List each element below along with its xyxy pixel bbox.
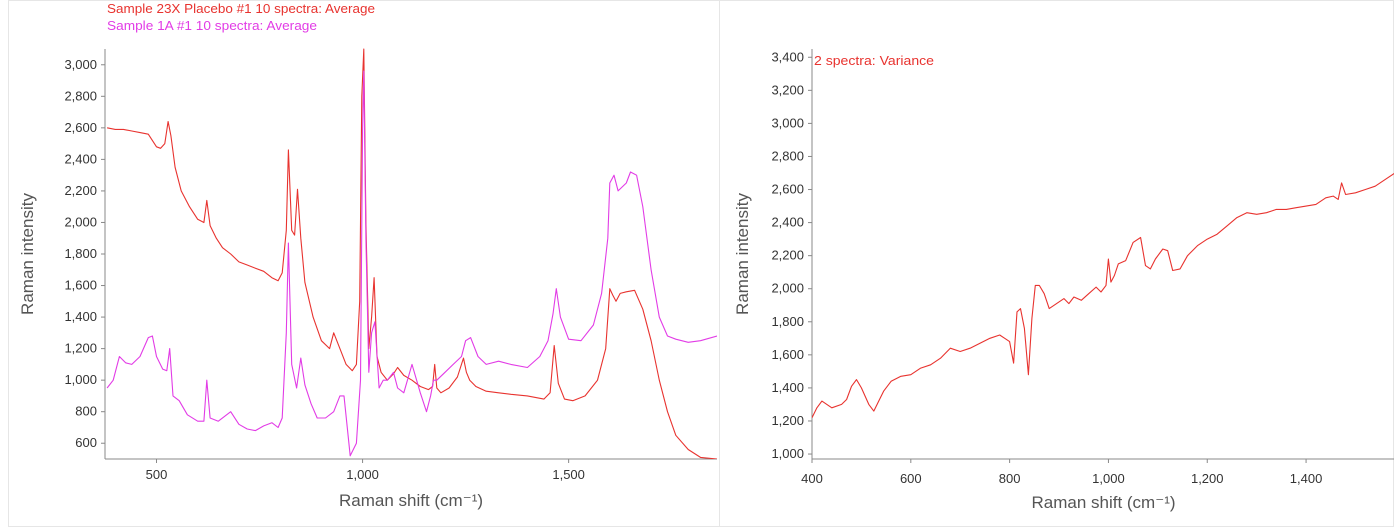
y-tick-label: 2,000 bbox=[771, 281, 804, 296]
y-tick-label: 1,800 bbox=[64, 246, 97, 261]
y-tick-label: 1,000 bbox=[64, 372, 97, 387]
series-line-1 bbox=[106, 70, 717, 457]
y-tick-label: 2,200 bbox=[64, 183, 97, 198]
x-tick-label: 1,200 bbox=[1191, 471, 1224, 486]
y-tick-label: 3,200 bbox=[771, 82, 804, 97]
y-axis-label: Raman intensity bbox=[18, 193, 37, 315]
x-tick-label: 1,400 bbox=[1290, 471, 1323, 486]
right-chart: 1,000 1,200 1,400 1,600 1,800 2,000 2,200 2,400… bbox=[733, 49, 1394, 512]
y-tick-label: 3,000 bbox=[64, 57, 97, 72]
y-tick-label: 2,800 bbox=[64, 88, 97, 103]
x-tick-label: 1,500 bbox=[552, 467, 585, 482]
y-tick-label: 1,600 bbox=[771, 347, 804, 362]
left-chart: 600 800 1,000 1,200 1,400 1,600 1,800 2,000 2,20… bbox=[18, 1, 717, 510]
legend-entry-0: Sample 23X Placebo #1 10 spectra: Averag… bbox=[107, 1, 375, 16]
y-tick-label: 2,400 bbox=[771, 215, 804, 230]
x-axis-label: Raman shift (cm⁻¹) bbox=[339, 491, 483, 510]
y-axis-label: Raman intensity bbox=[733, 193, 752, 315]
y-tick-label: 2,800 bbox=[771, 148, 804, 163]
y-tick-label: 1,000 bbox=[771, 446, 804, 461]
y-tick-label: 2,600 bbox=[64, 120, 97, 135]
series-line-0 bbox=[106, 48, 717, 459]
y-tick-label: 1,600 bbox=[64, 278, 97, 293]
y-tick-label: 800 bbox=[75, 404, 97, 419]
y-tick-label: 1,400 bbox=[64, 309, 97, 324]
y-tick-label: 1,200 bbox=[64, 341, 97, 356]
y-tick-label: 2,600 bbox=[771, 182, 804, 197]
x-tick-label: 500 bbox=[146, 467, 168, 482]
y-tick-label: 2,000 bbox=[64, 214, 97, 229]
left-chart-panel: 600 800 1,000 1,200 1,400 1,600 1,800 2,000 2,20… bbox=[8, 0, 720, 527]
x-tick-label: 600 bbox=[900, 471, 922, 486]
y-tick-label: 3,000 bbox=[771, 115, 804, 130]
y-tick-label: 2,200 bbox=[771, 248, 804, 263]
x-tick-label: 800 bbox=[999, 471, 1021, 486]
legend-entry-1: Sample 1A #1 10 spectra: Average bbox=[107, 18, 317, 33]
right-chart-panel: 1,000 1,200 1,400 1,600 1,800 2,000 2,200 2,400… bbox=[719, 0, 1394, 527]
x-tick-label: 400 bbox=[801, 471, 823, 486]
y-tick-label: 2,400 bbox=[64, 151, 97, 166]
y-tick-label: 600 bbox=[75, 435, 97, 450]
y-tick-label: 1,200 bbox=[771, 413, 804, 428]
x-axis-label: Raman shift (cm⁻¹) bbox=[1031, 493, 1175, 512]
y-tick-label: 1,400 bbox=[771, 380, 804, 395]
y-tick-label: 1,800 bbox=[771, 314, 804, 329]
x-tick-label: 1,000 bbox=[1092, 471, 1125, 486]
y-tick-label: 3,400 bbox=[771, 49, 804, 64]
x-tick-label: 1,000 bbox=[346, 467, 379, 482]
series-line-0 bbox=[812, 173, 1394, 418]
legend-entry-0: 2 spectra: Variance bbox=[814, 53, 934, 68]
